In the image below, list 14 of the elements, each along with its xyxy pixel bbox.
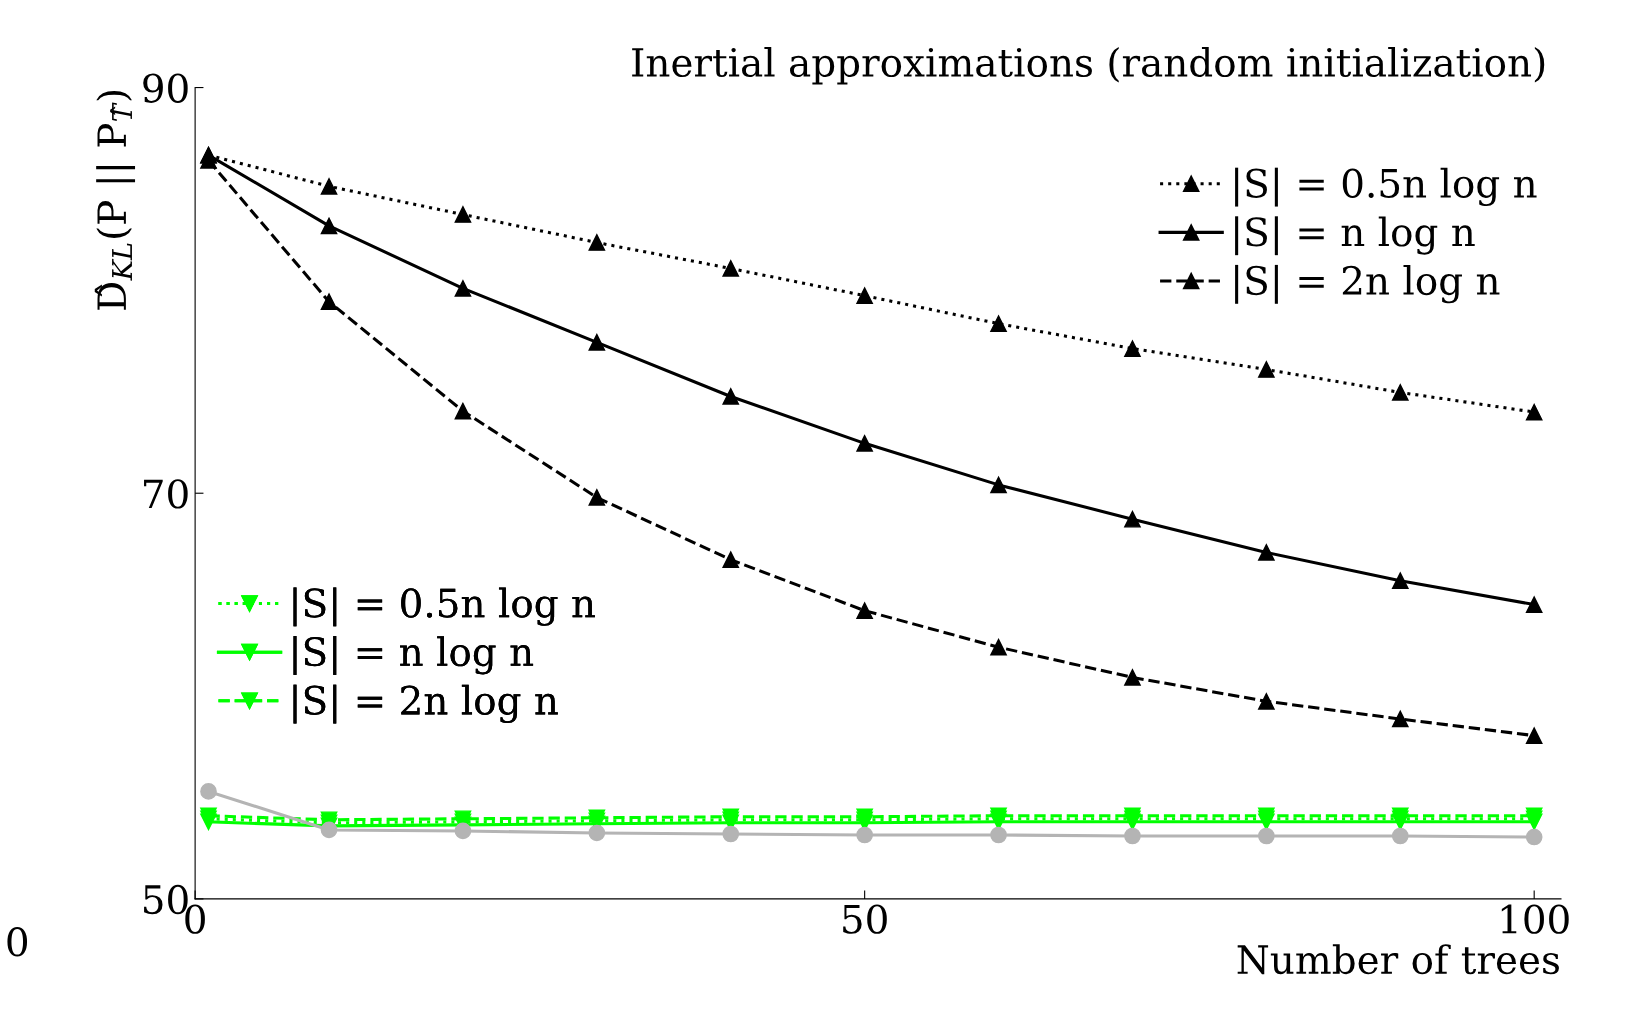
legend-label: |S| = 0.5n log n	[293, 587, 595, 627]
legend-label: |S| = n log n	[293, 636, 534, 675]
legend-label: |S| = 2n log n	[1235, 264, 1500, 304]
x-tick-label: 50	[843, 904, 887, 934]
y-axis-title: D̂$_{KL}$(P || P$_{T̂}$)	[94, 90, 136, 310]
chart-title: Inertial approximations (random initialization)	[632, 46, 1545, 85]
legend-label: |S| = 0.5n log n	[1235, 167, 1537, 207]
legend-label: |S| = n log n	[1235, 216, 1475, 256]
x-axis-title: Number of trees	[1237, 944, 1559, 975]
text: 0	[7, 927, 28, 957]
legend-label: |S| = 2n log n	[293, 684, 558, 724]
x-tick-label: 100	[1501, 904, 1569, 934]
y-tick-label: 90	[143, 73, 188, 103]
y-tick-label: 70	[144, 479, 188, 509]
